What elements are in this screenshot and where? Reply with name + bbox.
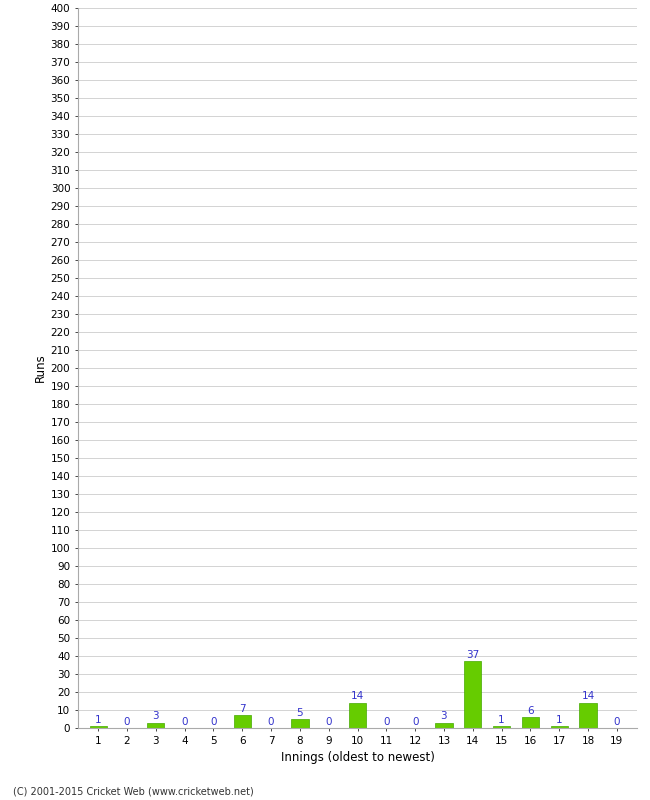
Text: 0: 0	[124, 717, 130, 726]
Bar	[147, 722, 164, 728]
Bar	[233, 715, 251, 728]
Text: 0: 0	[210, 717, 216, 726]
Bar	[291, 719, 309, 728]
Bar	[349, 703, 366, 728]
Text: 0: 0	[181, 717, 188, 726]
Text: 37: 37	[466, 650, 480, 660]
Text: 0: 0	[412, 717, 419, 726]
Bar	[579, 703, 597, 728]
X-axis label: Innings (oldest to newest): Innings (oldest to newest)	[281, 751, 434, 764]
Bar	[436, 722, 452, 728]
Bar	[551, 726, 568, 728]
Bar	[464, 662, 482, 728]
Text: 14: 14	[351, 691, 364, 702]
Text: 0: 0	[326, 717, 332, 726]
Text: 1: 1	[499, 714, 505, 725]
Text: 3: 3	[153, 711, 159, 721]
Text: 1: 1	[556, 714, 562, 725]
Text: 1: 1	[95, 714, 101, 725]
Text: 0: 0	[268, 717, 274, 726]
Bar	[522, 718, 539, 728]
Bar	[493, 726, 510, 728]
Text: 0: 0	[383, 717, 389, 726]
Y-axis label: Runs: Runs	[33, 354, 46, 382]
Text: 6: 6	[527, 706, 534, 716]
Text: 5: 5	[296, 707, 303, 718]
Bar	[90, 726, 107, 728]
Text: 3: 3	[441, 711, 447, 721]
Text: (C) 2001-2015 Cricket Web (www.cricketweb.net): (C) 2001-2015 Cricket Web (www.cricketwe…	[13, 786, 254, 796]
Text: 0: 0	[614, 717, 620, 726]
Text: 7: 7	[239, 704, 246, 714]
Text: 14: 14	[581, 691, 595, 702]
